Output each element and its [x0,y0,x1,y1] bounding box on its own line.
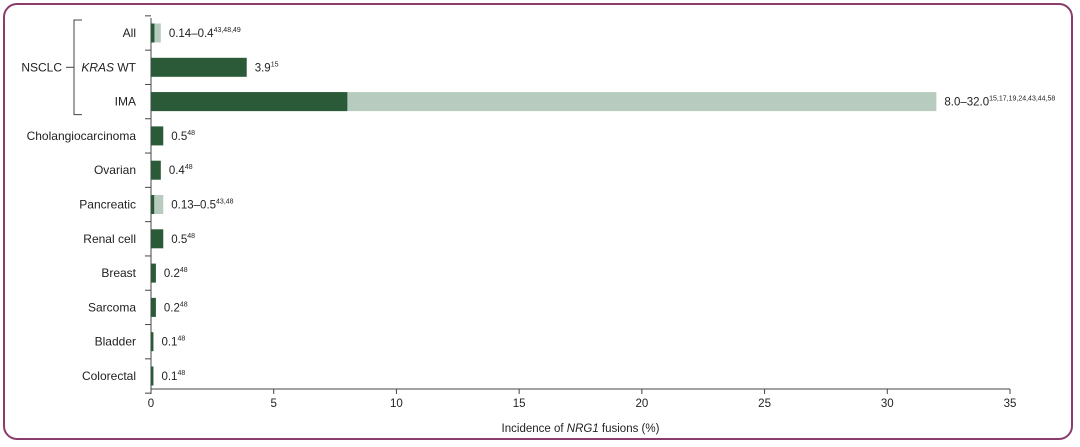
value-refs: 48 [177,370,185,377]
category-label-5: Pancreatic [79,198,136,212]
x-tick-label: 15 [513,398,526,410]
category-label-8: Sarcoma [88,300,136,314]
category-label-part: All [123,26,136,40]
x-tick-label: 0 [148,398,154,410]
bars-group [151,23,937,386]
value-refs: 43,48 [216,199,234,206]
value-text: 0.5 [171,131,187,143]
category-label-part: Cholangiocarcinoma [27,129,137,143]
x-axis: 0 5 10 15 20 25 30 35 Incidence of NRG1 fusions … [148,388,1017,435]
bar-low-7 [151,263,156,283]
value-refs: 48 [187,233,195,240]
x-tick-label: 35 [1004,398,1017,410]
bar-low-6 [151,229,164,249]
value-label-6: 0.548 [171,233,195,246]
x-tick-label: 30 [881,398,894,410]
category-label-part: Bladder [95,335,136,349]
category-label-part: Ovarian [94,163,136,177]
value-labels: 0.14–0.443,48,49 3.915 8.0–32.015,17,19,24… [161,27,1055,383]
category-label-7: Breast [101,266,136,280]
value-label-10: 0.148 [161,370,185,383]
x-tick-label: 5 [271,398,277,410]
x-axis-title: Incidence of NRG1 fusions (%) [502,423,660,435]
value-text: 0.1 [161,371,177,383]
x-axis-title-part: NRG1 [567,423,599,435]
value-text: 0.2 [164,302,180,314]
category-label-6: Renal cell [83,232,136,246]
value-text: 0.14–0.4 [169,28,214,40]
bar-low-10 [151,366,154,386]
category-label-part: Colorectal [82,369,136,383]
value-refs: 15,17,19,24,43,44,58 [989,96,1055,103]
bar-low-5 [151,195,155,214]
category-label-part: Pancreatic [79,198,136,212]
category-label-4: Ovarian [94,163,136,177]
category-label-2: IMA [115,95,136,109]
nsclc-group-label: NSCLC [21,60,62,74]
value-text: 0.4 [169,165,186,177]
bar-low-2 [151,92,348,112]
value-text: 0.2 [164,268,180,280]
category-label-3: Cholangiocarcinoma [27,129,137,143]
bar-low-4 [151,160,161,180]
x-axis-title-part: Incidence of [502,423,567,435]
category-labels: All KRAS WT IMA Cholangiocarcinoma Ovarian Pa… [27,26,137,383]
category-label-part: WT [114,60,137,74]
category-label-part: IMA [115,95,136,109]
category-label-1: KRAS WT [81,60,136,74]
category-label-9: Bladder [95,335,136,349]
value-text: 3.9 [255,62,271,74]
x-tick-label: 10 [390,398,403,410]
bar-low-3 [151,126,164,146]
value-label-4: 0.448 [169,164,193,177]
x-tick-label: 20 [635,398,648,410]
category-label-part: Breast [101,266,136,280]
value-refs: 48 [180,301,188,308]
value-refs: 48 [187,130,195,137]
value-label-9: 0.148 [161,336,185,349]
bar-low-1 [151,57,247,77]
value-label-1: 3.915 [255,61,279,74]
value-refs: 43,48,49 [214,27,241,34]
value-label-2: 8.0–32.015,17,19,24,43,44,58 [944,96,1055,109]
bar-low-9 [151,332,154,352]
value-text: 0.5 [171,234,187,246]
plot-area [145,15,152,394]
bar-range-0 [151,23,161,43]
nsclc-group-bracket: NSCLC [21,19,82,116]
category-label-part: Renal cell [83,232,136,246]
category-label-part: KRAS [81,60,114,74]
bar-low-0 [151,23,155,43]
value-label-0: 0.14–0.443,48,49 [169,27,241,40]
value-refs: 48 [185,164,193,171]
value-label-8: 0.248 [164,301,188,314]
value-text: 8.0–32.0 [944,97,989,109]
value-text: 0.1 [161,337,177,349]
bar-low-8 [151,297,156,317]
value-label-3: 0.548 [171,130,195,143]
value-refs: 48 [180,267,188,274]
category-label-part: Sarcoma [88,300,136,314]
value-text: 0.13–0.5 [171,200,216,212]
value-label-7: 0.248 [164,267,188,280]
x-axis-title-part: fusions (%) [599,423,660,435]
x-tick-label: 25 [758,398,771,410]
category-label-10: Colorectal [82,369,136,383]
value-refs: 48 [177,336,185,343]
value-label-5: 0.13–0.543,48 [171,199,233,212]
category-label-0: All [123,26,136,40]
value-refs: 15 [271,61,279,68]
